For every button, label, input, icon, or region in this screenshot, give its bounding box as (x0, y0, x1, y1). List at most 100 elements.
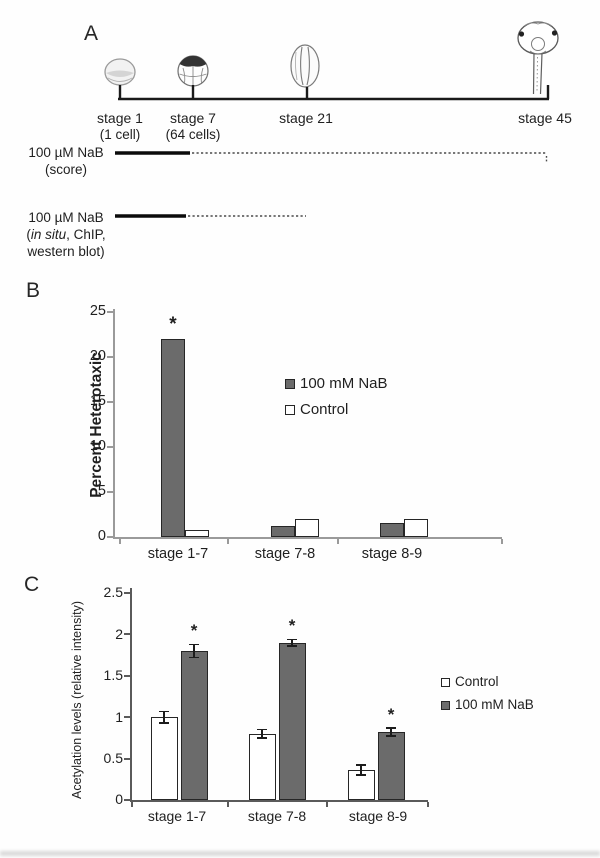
error-bar-cap (189, 656, 199, 659)
significance-asterisk: * (190, 621, 198, 641)
category-label: stage 8-9 (348, 808, 408, 824)
treatment1-sub: (score) (44, 162, 87, 177)
error-bar-cap (257, 737, 267, 739)
error-bar-cap (189, 643, 199, 646)
treatment2-title: 100 µM NaB (28, 210, 104, 225)
y-tick (124, 592, 130, 594)
stage45-embryo-icon (517, 21, 559, 95)
stage7-embryo-icon (177, 55, 209, 87)
stage7-label: stage 7 (170, 110, 216, 126)
y-tick (124, 757, 130, 760)
legend-label: 100 mM NaB (300, 375, 388, 392)
bar (271, 526, 295, 537)
significance-asterisk: * (288, 616, 296, 636)
y-tick (107, 491, 113, 493)
error-bar-line (291, 639, 293, 646)
x-axis (113, 537, 502, 539)
y-tick (107, 446, 113, 448)
legend-swatch (441, 701, 450, 710)
y-tick (107, 356, 113, 358)
panel-b-y-axis-title: Percent Heterotaxic (88, 352, 105, 498)
x-tick (119, 539, 121, 544)
panel-a-label: A (84, 22, 99, 45)
legend-swatch (441, 678, 450, 687)
error-bar-cap (386, 727, 396, 729)
legend-swatch (285, 379, 295, 389)
error-bar-cap (159, 722, 169, 724)
significance-asterisk: * (169, 314, 177, 335)
legend-label: Control (300, 401, 349, 418)
y-tick-label: 1 (115, 708, 123, 725)
stage1-sublabel: (1 cell) (99, 127, 141, 142)
y-tick-label: 2 (115, 625, 123, 642)
error-bar-line (261, 729, 263, 738)
y-tick (124, 799, 130, 801)
stage21-embryo-icon (290, 44, 320, 88)
cropped-caption-strip (0, 851, 600, 856)
y-tick-label: 1.5 (103, 667, 123, 684)
panel-b-label: B (26, 279, 41, 302)
bar (295, 519, 319, 537)
x-tick (501, 539, 503, 544)
category-label: stage 8-9 (361, 546, 423, 562)
bar (248, 733, 276, 800)
y-tick-label: 5 (97, 483, 106, 499)
panel-c-label: C (24, 573, 40, 596)
y-tick-label: 20 (89, 348, 106, 364)
x-tick (227, 802, 229, 807)
stage1-label: stage 1 (97, 110, 143, 126)
error-bar-cap (159, 710, 169, 713)
bar (404, 519, 428, 537)
treatment1-title: 100 µM NaB (28, 145, 104, 160)
error-bar-cap (287, 645, 297, 647)
x-tick (427, 802, 429, 807)
y-tick-label: 2.5 (103, 584, 123, 601)
stage45-label: stage 45 (518, 110, 572, 126)
y-tick-label: 25 (89, 303, 106, 319)
error-bar-cap (287, 638, 297, 641)
legend-swatch (285, 405, 295, 415)
bar (180, 650, 208, 800)
error-bar-line (390, 727, 392, 737)
error-bar-cap (386, 735, 396, 737)
y-tick-label: 15 (89, 393, 106, 409)
y-tick (107, 536, 113, 538)
legend-label: Control (455, 674, 499, 689)
x-tick (227, 539, 229, 544)
category-label: stage 7-8 (247, 808, 307, 824)
error-bar-cap (356, 764, 366, 766)
stage21-label: stage 21 (279, 110, 333, 126)
timeline (118, 85, 550, 101)
x-tick (337, 539, 339, 544)
bar (380, 522, 404, 537)
y-tick-label: 0 (115, 791, 123, 808)
error-bar-line (193, 644, 195, 658)
legend-label: 100 mM NaB (455, 697, 534, 712)
y-tick (107, 311, 113, 313)
bar (150, 717, 178, 800)
bar (161, 339, 185, 537)
bar (377, 732, 405, 800)
y-tick (124, 674, 130, 677)
treatment2-sub-line1: (in situ, ChIP, (26, 227, 106, 242)
stage7-sublabel: (64 cells) (165, 127, 221, 142)
category-label: stage 1-7 (147, 546, 209, 562)
bar (185, 529, 209, 537)
category-label: stage 1-7 (147, 808, 207, 824)
y-axis (113, 309, 115, 539)
category-label: stage 7-8 (254, 546, 316, 562)
x-tick (131, 802, 133, 807)
y-tick (124, 633, 130, 636)
error-bar-cap (356, 774, 366, 776)
y-tick-label: 10 (89, 438, 106, 454)
x-axis (130, 800, 428, 802)
error-bar-line (360, 765, 362, 776)
x-tick (326, 802, 328, 807)
stage1-embryo-icon (104, 58, 136, 86)
y-axis (130, 588, 132, 802)
significance-asterisk: * (387, 704, 395, 724)
treatment2-sub-line2: western blot) (27, 244, 105, 259)
y-tick (107, 401, 113, 403)
treatment-line-score (115, 151, 548, 162)
